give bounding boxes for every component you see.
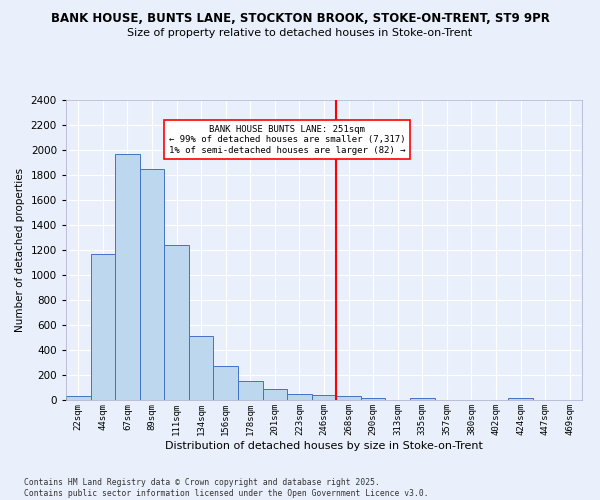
Y-axis label: Number of detached properties: Number of detached properties (15, 168, 25, 332)
Bar (115, 154, 140, 400)
X-axis label: Distribution of detached houses by size in Stoke-on-Trent: Distribution of detached houses by size … (165, 440, 483, 450)
Bar (410, 398, 434, 400)
Bar (361, 398, 385, 400)
Bar (189, 336, 214, 400)
Bar (336, 396, 361, 400)
Bar (66, 396, 91, 400)
Bar (263, 389, 287, 400)
Bar (214, 366, 238, 400)
Text: BANK HOUSE BUNTS LANE: 251sqm
← 99% of detached houses are smaller (7,317)
1% of: BANK HOUSE BUNTS LANE: 251sqm ← 99% of d… (169, 125, 406, 155)
Text: BANK HOUSE, BUNTS LANE, STOCKTON BROOK, STOKE-ON-TRENT, ST9 9PR: BANK HOUSE, BUNTS LANE, STOCKTON BROOK, … (50, 12, 550, 26)
Bar (91, 254, 115, 400)
Bar (287, 394, 312, 400)
Bar (508, 398, 533, 400)
Bar (164, 245, 189, 400)
Bar (140, 169, 164, 400)
Bar (238, 380, 263, 400)
Text: Contains HM Land Registry data © Crown copyright and database right 2025.
Contai: Contains HM Land Registry data © Crown c… (24, 478, 428, 498)
Bar (312, 395, 336, 400)
Text: Size of property relative to detached houses in Stoke-on-Trent: Size of property relative to detached ho… (127, 28, 473, 38)
